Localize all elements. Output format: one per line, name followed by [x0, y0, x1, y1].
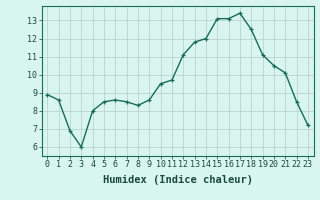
X-axis label: Humidex (Indice chaleur): Humidex (Indice chaleur) [103, 175, 252, 185]
